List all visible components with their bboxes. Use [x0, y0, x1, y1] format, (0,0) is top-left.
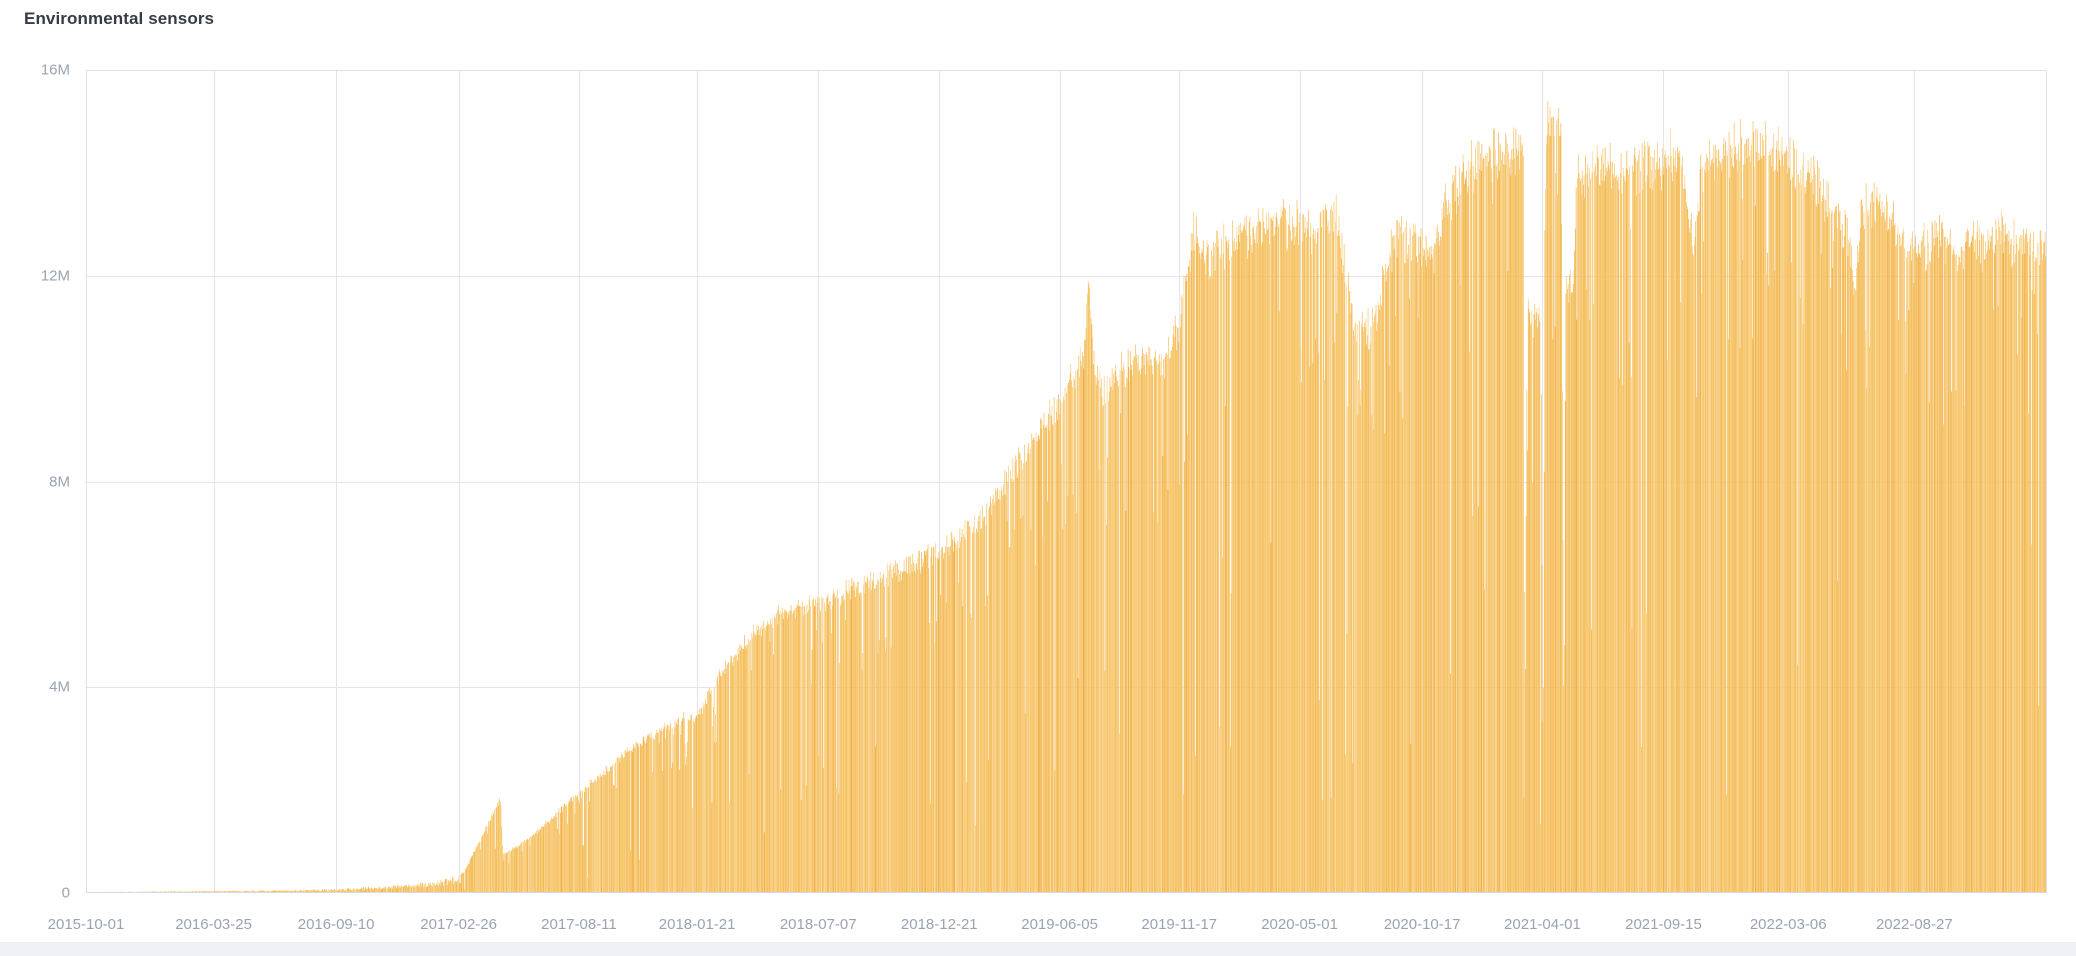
y-tick-label: 4M [49, 678, 70, 696]
x-tick-label: 2022-08-27 [1875, 916, 1953, 933]
x-tick-label: 2016-03-25 [175, 916, 252, 933]
x-tick-label: 2015-10-01 [47, 916, 125, 933]
x-tick-label: 2016-09-10 [297, 916, 375, 933]
x-tick-label: 2019-11-17 [1141, 916, 1218, 933]
time-series-bars-canvas[interactable] [86, 70, 2047, 893]
chart-title: Environmental sensors [24, 9, 215, 28]
x-tick-label: 2018-12-21 [900, 916, 978, 933]
x-tick-label: 2020-05-01 [1261, 916, 1338, 933]
x-tick-label: 2018-01-21 [658, 916, 736, 933]
x-tick-label: 2020-10-17 [1383, 916, 1461, 933]
x-tick-label: 2017-08-11 [541, 916, 617, 933]
x-tick-label: 2021-09-15 [1625, 916, 1702, 933]
footer-strip [0, 942, 2076, 956]
plot-area [86, 70, 2047, 893]
x-tick-label: 2019-06-05 [1021, 916, 1098, 933]
y-tick-label: 12M [40, 267, 70, 285]
y-tick-label: 0 [61, 884, 70, 902]
x-tick-label: 2021-04-01 [1504, 916, 1581, 933]
x-tick-label: 2022-03-06 [1749, 916, 1827, 933]
y-tick-label: 8M [49, 473, 70, 490]
x-tick-label: 2017-02-26 [420, 916, 497, 933]
x-tick-label: 2018-07-07 [779, 916, 857, 933]
y-tick-label: 16M [40, 61, 70, 79]
